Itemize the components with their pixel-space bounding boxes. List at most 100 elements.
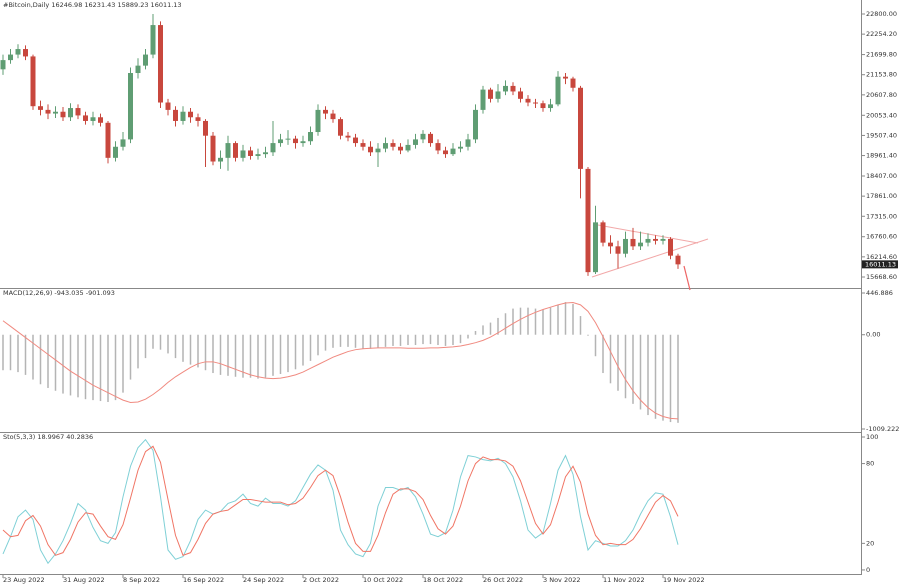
macd-bar [362, 334, 364, 349]
candle-body [593, 222, 598, 273]
candle-body [540, 103, 546, 109]
candle-body [675, 255, 681, 265]
candle-body [645, 238, 651, 243]
candle-body [240, 150, 246, 158]
y-tick-label: 16760.60 [866, 233, 897, 241]
candle-body [353, 137, 358, 144]
candle-body [570, 78, 576, 88]
stoch-title: Sto(5,3,3) 18.9967 40.2836 [3, 433, 93, 441]
y-tick-label: 22800.00 [866, 10, 897, 18]
y-tick-label: 20053.40 [866, 111, 897, 119]
x-tick-label: 18 Oct 2022 [423, 576, 463, 584]
macd-bar [249, 334, 252, 378]
macd-bar [512, 308, 514, 335]
candle-body [83, 115, 88, 121]
macd-bar [489, 322, 492, 335]
indicator-line [2, 445, 679, 556]
x-tick-label: 24 Sep 2022 [243, 576, 284, 584]
macd-bar [234, 334, 237, 377]
candle-body [15, 49, 21, 55]
candle-body [368, 146, 373, 153]
macd-bar [654, 334, 657, 419]
macd-bar [572, 303, 574, 335]
candle-body [615, 246, 621, 254]
candle-body [188, 111, 193, 118]
y-tick-label: 17861.00 [866, 192, 897, 200]
candle-body [480, 89, 486, 110]
candle-body [638, 242, 643, 247]
candle-body [435, 143, 441, 151]
macd-bar [152, 334, 154, 349]
macd-bar [84, 334, 87, 400]
candle-body [578, 87, 583, 169]
candle-body [383, 143, 388, 149]
macd-bar [47, 334, 49, 388]
macd-bar [639, 334, 642, 410]
macd-bar [557, 304, 559, 335]
candle-body [248, 150, 253, 156]
candle-body [518, 91, 523, 99]
candle-body [600, 222, 606, 243]
macd-bar [212, 334, 214, 374]
macd-bar [287, 334, 289, 373]
candle-body [128, 73, 133, 140]
candle-body [120, 139, 126, 147]
candle-body [233, 143, 238, 158]
macd-bar [219, 334, 222, 375]
macd-bar [39, 334, 42, 385]
macd-bar [24, 334, 27, 375]
candle-body [533, 102, 538, 104]
candle-body [90, 117, 96, 121]
candle-body [30, 56, 36, 107]
macd-bar [437, 334, 439, 346]
candle-body [653, 238, 658, 241]
macd-bar [564, 302, 567, 335]
candle-body [308, 132, 313, 142]
macd-bar [414, 334, 417, 346]
macd-bar [347, 334, 349, 347]
macd-bar [527, 307, 529, 335]
macd-bar [617, 334, 619, 391]
candle-body [180, 111, 186, 121]
macd-bar [302, 334, 304, 366]
x-tick-label: 23 Aug 2022 [3, 576, 45, 584]
macd-bar [272, 334, 274, 376]
candle-body [450, 148, 456, 155]
macd-bar [662, 334, 664, 421]
macd-bar [474, 331, 477, 335]
macd-bar [542, 309, 544, 335]
macd-bar [429, 334, 432, 345]
candle-body [150, 25, 156, 55]
macd-bar [92, 334, 94, 401]
candle-body [173, 109, 178, 121]
candle-body [143, 54, 148, 66]
macd-bar [392, 334, 394, 346]
macd-bar [114, 334, 117, 401]
macd-bar [339, 334, 342, 347]
macd-bar [122, 334, 124, 393]
y-tick-label: 19507.40 [866, 131, 897, 139]
macd-bar [534, 308, 537, 335]
price-marker-label: 16011.13 [865, 260, 896, 268]
macd-bar [482, 325, 484, 335]
candle-body [630, 238, 636, 247]
candle-body [398, 146, 403, 151]
macd-bar [167, 334, 169, 354]
macd-bar [444, 334, 447, 346]
macd-bar [309, 334, 312, 361]
forecast-arrow [683, 265, 691, 291]
y-tick-label: 20607.80 [866, 91, 897, 99]
candle-body [323, 109, 328, 114]
candle-body [218, 157, 223, 162]
macd-bar [422, 334, 424, 345]
x-tick-label: 8 Sep 2022 [123, 576, 160, 584]
candle-body [75, 108, 81, 116]
y-tick-label: 80 [866, 460, 874, 468]
candle-body [360, 143, 366, 147]
macd-bar [504, 313, 507, 335]
macd-bar [407, 334, 409, 346]
macd-bar [182, 334, 184, 362]
x-tick-label: 11 Nov 2022 [603, 576, 645, 584]
y-tick-label: 17315.00 [866, 212, 897, 220]
